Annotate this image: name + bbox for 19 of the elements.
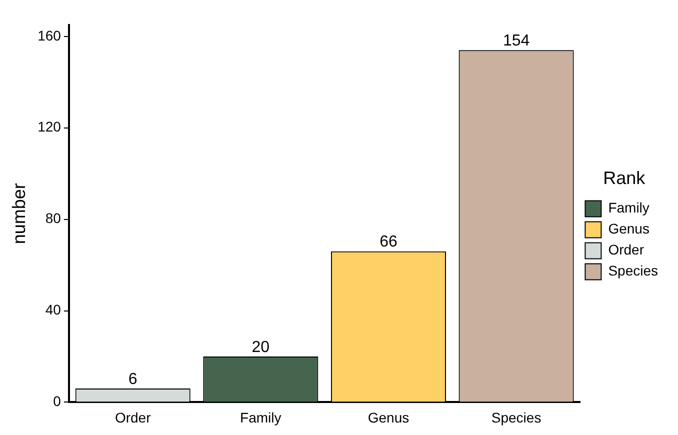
data-label: 66	[380, 234, 398, 251]
data-label: 154	[502, 32, 530, 50]
x-tick-label: Genus	[368, 409, 410, 426]
legend-label: Genus	[608, 220, 650, 237]
data-label: 20	[252, 338, 270, 356]
y-tick-label: 160	[38, 27, 62, 44]
legend-title: Rank	[603, 168, 646, 188]
y-tick-label: 0	[53, 393, 62, 410]
x-tick-label: Family	[240, 409, 282, 426]
legend-label: Family	[608, 200, 650, 216]
y-axis-title: number	[8, 183, 29, 244]
x-tick-label: Species	[491, 409, 542, 426]
legend-label: Species	[608, 262, 658, 279]
x-tick-label: Order	[114, 409, 152, 426]
y-tick-label: 120	[38, 118, 62, 135]
y-tick-label: 40	[45, 302, 62, 318]
legend-label: Order	[608, 242, 644, 258]
y-tick-label: 80	[45, 210, 62, 226]
data-label: 6	[128, 370, 138, 388]
